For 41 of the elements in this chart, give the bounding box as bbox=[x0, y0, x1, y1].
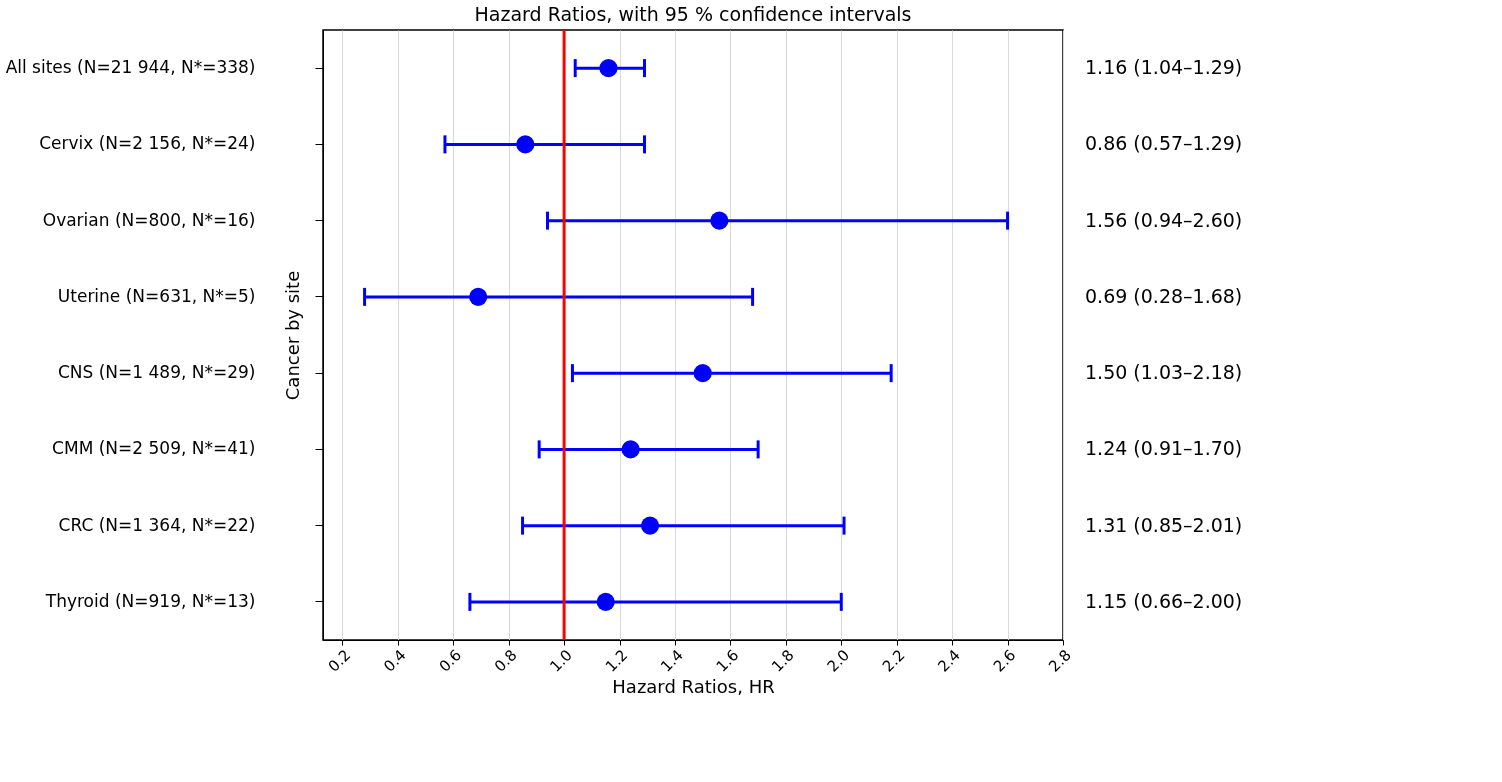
y-tick-label: All sites (N=21 944, N*=338) bbox=[5, 57, 256, 78]
x-tick-label: 0.2 bbox=[324, 646, 355, 676]
data-label: 0.69 (0.28–1.68) bbox=[1085, 284, 1243, 307]
point bbox=[596, 592, 615, 611]
point bbox=[640, 516, 660, 535]
x-axis-title: Hazard Ratios, HR bbox=[612, 675, 775, 697]
x-tick-label: 0.4 bbox=[380, 646, 410, 676]
point bbox=[469, 287, 488, 306]
y-tick-label: Thyroid (N=919, N*=13) bbox=[44, 590, 256, 611]
x-tick-label: 2.4 bbox=[934, 646, 964, 676]
x-tick-label: 1.0 bbox=[546, 646, 576, 676]
point bbox=[710, 211, 729, 230]
x-tick-label: 0.8 bbox=[490, 646, 521, 676]
data-label: 1.31 (0.85–2.01) bbox=[1085, 513, 1243, 536]
x-tick-label: 2.8 bbox=[1045, 646, 1075, 676]
y-tick-label: Ovarian (N=800, N*=16) bbox=[42, 209, 256, 230]
x-tick-label: 2.6 bbox=[989, 646, 1020, 676]
data-label: 1.24 (0.91–1.70) bbox=[1085, 437, 1243, 460]
data-label: 0.86 (0.57–1.29) bbox=[1085, 132, 1243, 155]
data-label: 1.15 (0.66–2.00) bbox=[1085, 589, 1243, 612]
data-label: 1.50 (1.03–2.18) bbox=[1085, 361, 1243, 384]
data-label: 1.56 (0.94–2.60) bbox=[1085, 208, 1243, 231]
y-tick-label: CRC (N=1 364, N*=22) bbox=[58, 514, 256, 535]
point bbox=[693, 364, 712, 383]
point bbox=[516, 135, 535, 154]
x-tick-label: 1.4 bbox=[657, 646, 687, 676]
x-tick-label: 2.2 bbox=[878, 646, 909, 676]
x-tick-label: 0.6 bbox=[435, 646, 466, 676]
y-axis-title: Cancer by site bbox=[281, 270, 303, 401]
data-label: 1.16 (1.04–1.29) bbox=[1085, 56, 1243, 79]
x-tick-label: 1.8 bbox=[768, 646, 798, 676]
y-tick-label: CMM (N=2 509, N*=41) bbox=[52, 438, 256, 459]
x-tick-label: 1.6 bbox=[712, 646, 743, 676]
point bbox=[599, 59, 618, 78]
y-tick-label: CNS (N=1 489, N*=29) bbox=[57, 362, 256, 383]
y-tick-label: Uterine (N=631, N*=5) bbox=[57, 285, 256, 306]
chart-title: Hazard Ratios, with 95 % confidence intervals bbox=[474, 2, 912, 25]
y-tick-label: Cervix (N=2 156, N*=24) bbox=[39, 133, 256, 154]
x-tick-label: 2.0 bbox=[823, 646, 854, 676]
x-tick-label: 1.2 bbox=[601, 646, 632, 676]
point bbox=[621, 440, 640, 459]
